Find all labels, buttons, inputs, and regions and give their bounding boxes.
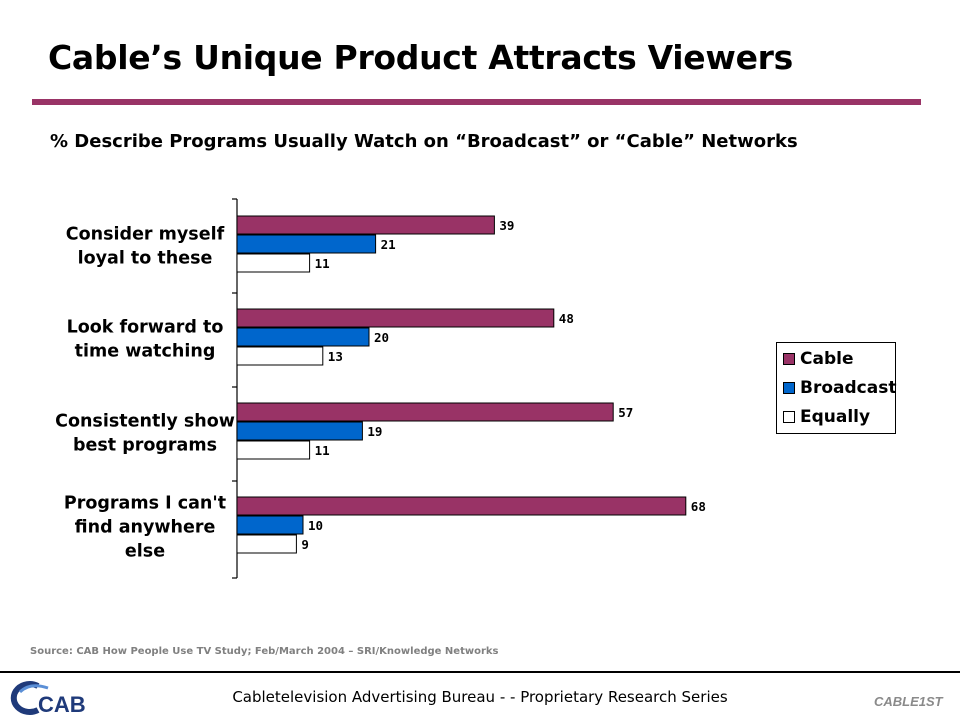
category-label: Programs I can't xyxy=(64,494,226,514)
bar-broadcast xyxy=(236,327,370,347)
category-label: find anywhere xyxy=(75,518,216,538)
data-label-equally: 13 xyxy=(328,349,343,364)
bar-cable xyxy=(236,496,687,516)
bar-equally xyxy=(236,346,324,366)
category-label: loyal to these xyxy=(78,249,213,269)
footer-divider xyxy=(0,671,960,673)
data-label-broadcast: 10 xyxy=(308,518,323,533)
data-label-cable: 48 xyxy=(559,311,574,326)
cab-logo: CAB xyxy=(10,681,86,717)
footer-text: Cabletelevision Advertising Bureau - - P… xyxy=(232,688,728,706)
title-divider xyxy=(32,99,921,105)
legend-label-cable: Cable xyxy=(800,349,854,369)
bar-cable xyxy=(236,215,495,235)
cable1st-logo: CABLE1ST xyxy=(874,694,944,709)
legend-swatch-broadcast xyxy=(783,382,795,394)
category-label: time watching xyxy=(75,342,216,362)
data-label-cable: 68 xyxy=(691,499,706,514)
cab-logo-text: CAB xyxy=(38,692,86,717)
data-label-cable: 39 xyxy=(499,218,514,233)
data-label-broadcast: 20 xyxy=(374,330,389,345)
legend-label-equally: Equally xyxy=(800,407,871,427)
chart-legend: Cable Broadcast Equally xyxy=(776,342,896,434)
category-label: Consider myself xyxy=(66,225,225,245)
legend-label-broadcast: Broadcast xyxy=(800,378,897,398)
legend-swatch-cable xyxy=(783,353,795,365)
data-label-equally: 11 xyxy=(315,443,330,458)
category-label: Look forward to xyxy=(67,318,224,338)
cable1st-logo-text: CABLE1ST xyxy=(874,694,944,709)
slide-title: Cable’s Unique Product Attracts Viewers xyxy=(48,38,793,77)
category-label: else xyxy=(125,542,165,562)
source-note: Source: CAB How People Use TV Study; Feb… xyxy=(30,646,499,657)
data-label-broadcast: 19 xyxy=(367,424,382,439)
bar-broadcast xyxy=(236,234,377,254)
bar-broadcast xyxy=(236,421,363,441)
bar-broadcast xyxy=(236,515,304,535)
bar-equally xyxy=(236,253,311,273)
data-label-equally: 9 xyxy=(301,537,309,552)
category-label: Consistently show xyxy=(55,412,235,432)
bar-cable xyxy=(236,308,555,328)
legend-swatch-equally xyxy=(783,411,795,423)
data-label-cable: 57 xyxy=(618,405,633,420)
bar-equally xyxy=(236,440,311,460)
category-label: best programs xyxy=(73,436,217,456)
data-label-broadcast: 21 xyxy=(381,237,396,252)
legend-item-equally: Equally xyxy=(783,406,870,428)
chart-title: % Describe Programs Usually Watch on “Br… xyxy=(50,131,798,152)
bar-equally xyxy=(236,534,297,554)
legend-item-broadcast: Broadcast xyxy=(783,377,896,399)
legend-item-cable: Cable xyxy=(783,348,853,370)
bar-cable xyxy=(236,402,614,422)
data-label-equally: 11 xyxy=(315,256,330,271)
